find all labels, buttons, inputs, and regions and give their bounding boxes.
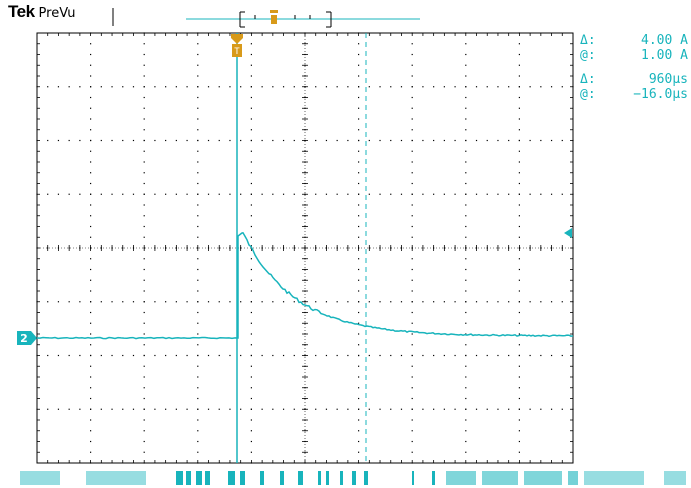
channel-2-marker: 2: [17, 331, 37, 345]
brand-header: Tek PreVu: [8, 2, 76, 21]
status-block: [340, 471, 343, 485]
status-bar: [0, 466, 691, 488]
status-block: [482, 471, 518, 485]
status-block: [186, 471, 191, 485]
status-block: [446, 471, 476, 485]
svg-text:2: 2: [20, 332, 28, 345]
status-block: [176, 471, 183, 485]
status-block: [196, 471, 202, 485]
status-block: [524, 471, 562, 485]
svg-text:T: T: [234, 47, 240, 57]
record-view-bar: [186, 10, 420, 28]
status-block: [205, 471, 210, 485]
status-block: [228, 471, 235, 485]
waveform-trace: [36, 231, 574, 340]
status-block: [298, 471, 303, 485]
status-block: [568, 471, 578, 485]
graticule-grid: [36, 32, 574, 464]
status-block: [260, 471, 264, 485]
status-block: [20, 471, 60, 485]
trigger-position-icon: T: [231, 34, 243, 57]
readout-row: Δ: 4.00 A: [580, 33, 688, 48]
status-block: [664, 471, 686, 485]
brand-logo: Tek: [8, 2, 35, 21]
status-block: [352, 471, 356, 485]
status-block: [326, 471, 329, 485]
cursor-readout: Δ: 4.00 A @: 1.00 A Δ: 960µs @: −16.0µs: [580, 33, 688, 102]
status-block: [240, 471, 245, 485]
record-trigger-icon: [270, 10, 278, 24]
status-block: [86, 471, 146, 485]
status-block: [364, 471, 368, 485]
status-block: [318, 471, 321, 485]
status-block: [412, 471, 414, 485]
status-block: [432, 471, 435, 485]
readout-row: Δ: 960µs: [580, 72, 688, 87]
readout-row: @: 1.00 A: [580, 48, 688, 63]
acquisition-mode: PreVu: [38, 6, 76, 21]
status-block: [584, 471, 644, 485]
trigger-level-arrow-icon: [564, 228, 572, 238]
status-block: [280, 471, 284, 485]
readout-row: @: −16.0µs: [580, 87, 688, 102]
